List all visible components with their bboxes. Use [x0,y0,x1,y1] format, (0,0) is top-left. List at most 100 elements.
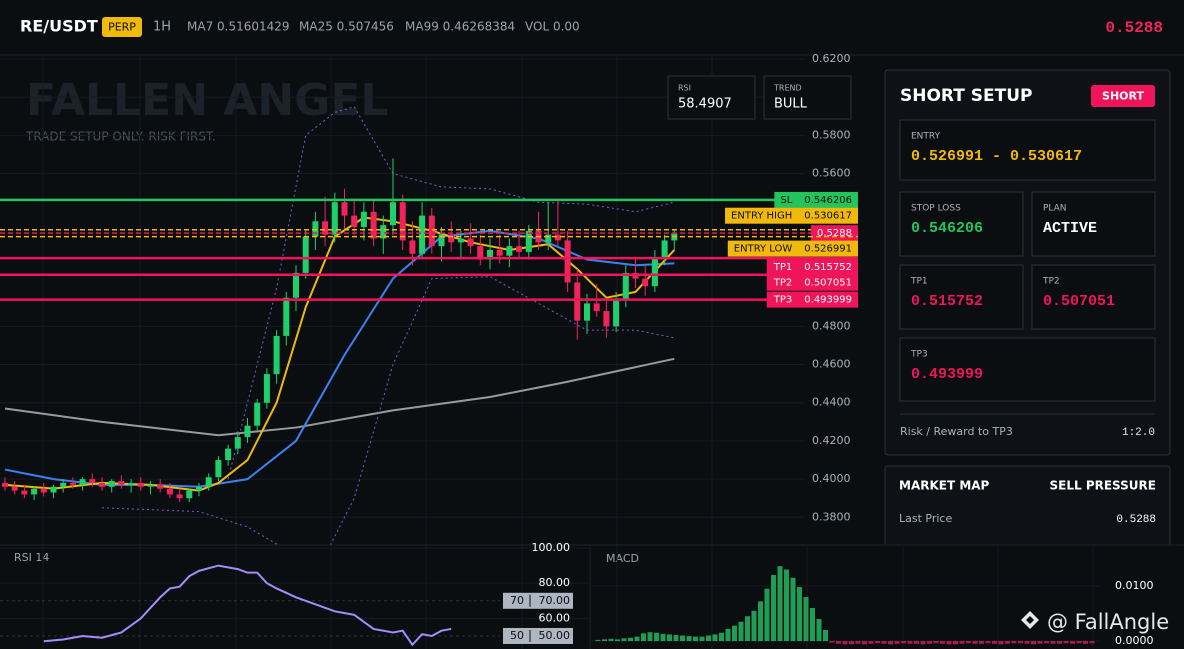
macd-bar [914,641,919,644]
macd-bar [888,641,893,645]
market-row-value: 0.5288 [1116,514,1156,526]
macd-bar [764,588,770,642]
macd-bar [953,641,958,645]
candle-body [89,479,96,483]
candle-body [390,202,396,226]
level-value: 0.526991 [804,244,852,255]
candle-body [157,484,164,489]
candle-body [69,482,76,485]
macd-bar [660,633,666,642]
candle-body [496,249,503,256]
candle-body [293,272,299,298]
interval[interactable]: 1H [153,20,171,35]
card-label: TP3 [910,350,928,360]
card-label: TP2 [1042,277,1060,287]
rsi-level-tag [503,627,573,644]
price-chart: FALLEN ANGEL TRADE SETUP ONLY. RISK FIRS… [0,55,805,545]
level-name: TP1 [773,262,793,273]
card-value: 0.526991 - 0.530617 [911,148,1082,165]
rr-value: 1:2.0 [1122,427,1155,439]
macd-bar [1089,641,1095,644]
candle-body [525,230,532,252]
macd-bar [608,638,614,642]
info-label: TREND [773,84,802,93]
level-value: 0.515752 [804,262,852,273]
info-box [667,75,756,120]
watermark-subtitle: TRADE SETUP ONLY. RISK FIRST. [25,130,216,144]
macd-bar [693,636,698,642]
macd-bar [901,641,906,644]
candle-body [108,481,115,487]
y-tick-label: 0.5600 [812,167,851,180]
macd-bar [797,587,802,642]
candle-body [176,494,183,499]
macd-bar [940,641,945,644]
last-price: 0.5288 [1105,19,1163,37]
candle-body [622,272,629,300]
macd-bar [712,634,718,642]
candle-body [603,311,610,327]
candle-body [351,215,358,228]
y-tick-label: 0.0000 [1115,634,1154,647]
candle-body [263,374,270,403]
setup-badge-bg [1091,85,1155,107]
macd-bar [634,636,640,642]
candle-body [399,202,406,241]
card-value: 0.515752 [911,293,983,310]
macd-bar [784,569,789,642]
macd-bar [816,619,822,642]
level-name: TP2 [773,278,793,289]
macd-bar [628,637,633,642]
candle-body [428,215,435,247]
level-value: 0.530617 [804,211,852,222]
macd-bar [1024,641,1030,644]
candle-body [516,246,523,252]
macd-bar [875,641,880,644]
macd-bar [725,628,731,642]
macd-bar [699,636,705,642]
macd-bar [602,639,607,642]
rsi-level-label: 50.00 [539,629,571,642]
macd-bar [1050,641,1056,644]
macd-panel [590,545,1184,649]
y-tick-label: 0.4800 [812,319,851,332]
candle-body [60,482,67,487]
setup-card [899,337,1156,402]
macd-bar [933,641,939,644]
candle-body [331,202,338,235]
macd-bar [992,641,997,644]
setup-card [899,119,1156,181]
indicator-line [227,106,675,480]
candle-body [273,335,280,375]
macd-bar [1076,641,1082,644]
macd-bar [920,641,926,645]
rsi-plot [0,545,590,649]
card-label: ENTRY [911,132,941,142]
candle-body [341,202,348,216]
candle-body [584,303,590,321]
level-tag-bg [727,240,858,257]
setup-badge: SHORT [1102,90,1144,103]
candle-body [370,211,377,239]
y-tick-label: 0.0100 [1115,579,1154,592]
card-value: 0.546206 [911,220,983,237]
macd-bar [862,641,867,645]
candle-body [99,482,105,487]
y-tick-label: 0.5800 [812,128,851,141]
level-name: SL [780,195,792,206]
macd-bar [868,641,874,644]
info-value: 58.4907 [678,97,732,112]
card-value: 0.493999 [911,366,983,383]
level-tag: TP3 0.493999 [766,291,858,308]
candle-body [574,282,581,321]
macd-bar [595,639,601,642]
candle-body [186,490,193,499]
macd-bar [881,641,887,644]
macd-bar [706,635,711,642]
candle-body [302,236,309,273]
level-tag-text: ENTRY HIGH 0.530617 [731,211,852,222]
market-title: MARKET MAP [899,479,990,493]
candle-body [283,297,290,336]
candle-body [419,215,426,254]
level-tag: ENTRY HIGH 0.530617 [725,207,858,224]
